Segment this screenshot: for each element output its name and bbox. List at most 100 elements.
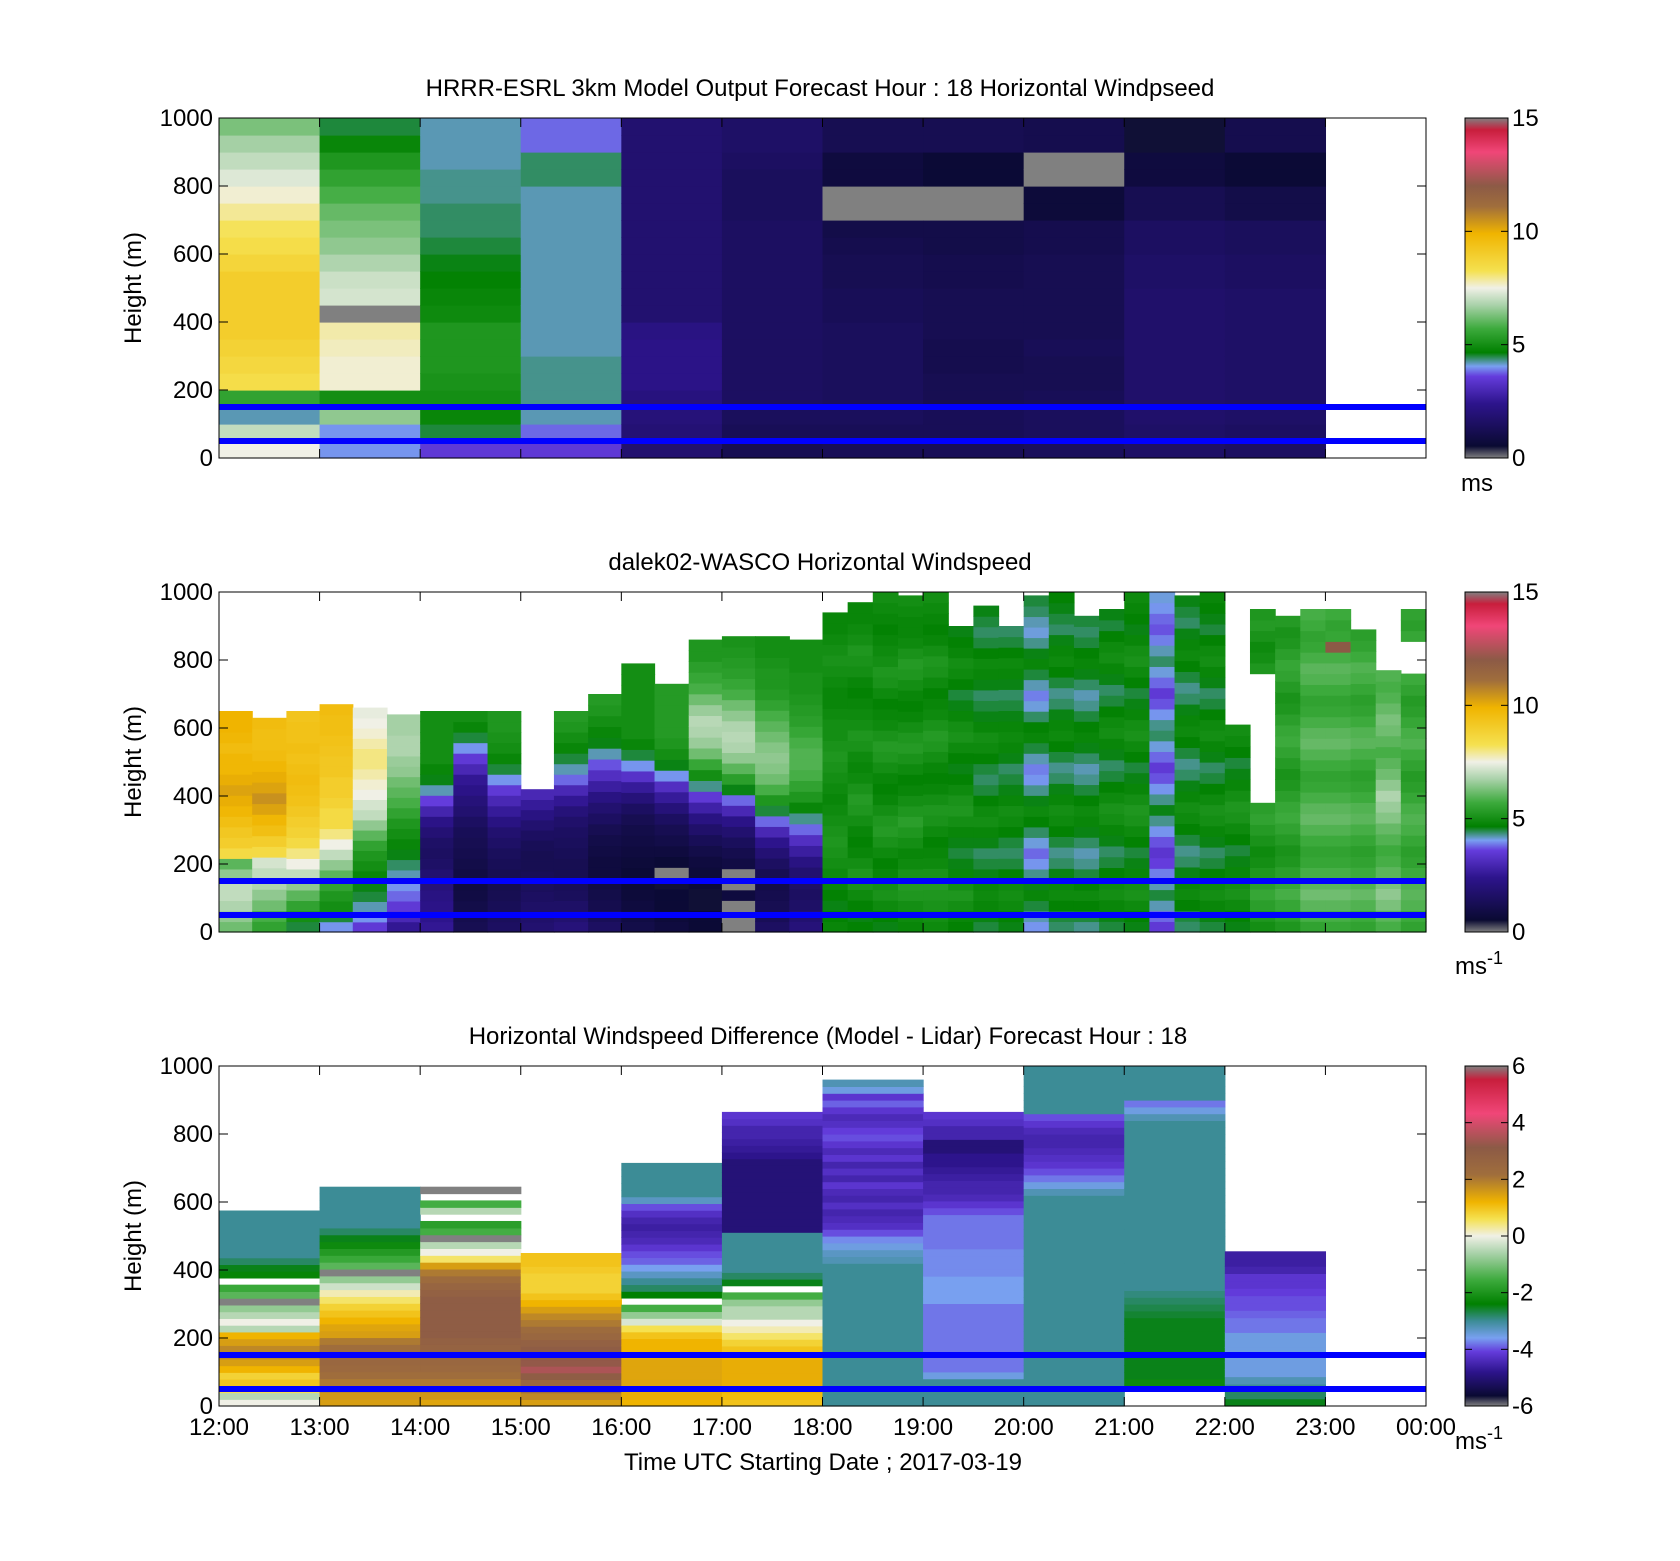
heatmap-cell: [721, 1198, 824, 1207]
heatmap-cell: [721, 1252, 824, 1260]
heatmap-cell: [654, 770, 690, 782]
heatmap-cell: [721, 424, 824, 442]
heatmap-cell: [621, 1358, 723, 1367]
heatmap-cell: [923, 1241, 1025, 1250]
heatmap-cell: [1400, 609, 1427, 621]
heatmap-cell: [520, 220, 622, 238]
heatmap-cell: [822, 1358, 924, 1366]
heatmap-cell: [1400, 673, 1427, 685]
heatmap-cell: [1124, 1086, 1226, 1094]
heatmap-cell: [973, 826, 1000, 838]
heatmap-cell: [923, 1344, 1025, 1352]
heatmap-cell: [688, 639, 723, 652]
heatmap-cell: [1124, 237, 1226, 255]
heatmap-cell: [721, 1232, 824, 1240]
heatmap-cell: [588, 856, 622, 868]
heatmap-cell: [219, 763, 253, 775]
heatmap-cell: [1124, 666, 1150, 678]
colorbar-tick-label: -4: [1512, 1336, 1533, 1363]
heatmap-cell: [420, 1268, 522, 1277]
heatmap-cell: [654, 856, 690, 868]
heatmap-cell: [847, 612, 874, 625]
heatmap-cell: [755, 689, 790, 701]
heatmap-cell: [621, 1291, 723, 1299]
heatmap-cell: [219, 879, 253, 891]
heatmap-cell: [621, 271, 723, 289]
heatmap-cell: [1048, 687, 1075, 699]
heatmap-cell: [621, 1304, 723, 1313]
heatmap-cell: [1199, 762, 1226, 774]
heatmap-cell: [1023, 1365, 1125, 1373]
heatmap-cell: [1073, 889, 1100, 901]
heatmap-cell: [453, 732, 489, 744]
heatmap-cell: [1099, 652, 1125, 664]
heatmap-cell: [923, 602, 949, 614]
heatmap-cell: [319, 1364, 421, 1373]
heatmap-cell: [420, 305, 522, 323]
heatmap-cell: [520, 169, 622, 187]
heatmap-cell: [721, 203, 824, 221]
heatmap-cell: [1073, 773, 1100, 786]
heatmap-cell: [1400, 619, 1427, 632]
heatmap-cell: [1174, 606, 1201, 618]
heatmap-cell: [1224, 203, 1327, 221]
heatmap-cell: [1300, 888, 1327, 901]
heatmap-cell: [219, 1257, 321, 1266]
heatmap-cell: [520, 271, 622, 289]
heatmap-cell: [621, 322, 723, 340]
heatmap-cell: [721, 1152, 824, 1160]
heatmap-cell: [420, 753, 454, 765]
heatmap-cell: [973, 753, 1000, 765]
heatmap-cell: [1124, 1378, 1226, 1387]
heatmap-cell: [1124, 254, 1226, 272]
heatmap-cell: [1174, 682, 1201, 694]
heatmap-cell: [998, 921, 1025, 933]
heatmap-cell: [1149, 857, 1176, 869]
heatmap-cell: [1350, 802, 1377, 814]
heatmap-cell: [1224, 322, 1327, 340]
heatmap-cell: [1375, 713, 1402, 726]
heatmap-cell: [1124, 1229, 1226, 1237]
heatmap-cell: [923, 921, 949, 933]
heatmap-cell: [755, 646, 790, 658]
heatmap-cell: [1249, 824, 1276, 836]
heatmap-cell: [219, 1372, 321, 1380]
heatmap-cell: [1174, 736, 1201, 749]
heatmap-cell: [1174, 888, 1201, 901]
heatmap-cell: [219, 1304, 321, 1313]
heatmap-cell: [998, 657, 1025, 669]
heatmap-cell: [1023, 1290, 1125, 1298]
heatmap-cell: [1199, 698, 1226, 710]
heatmap-cell: [319, 254, 421, 272]
heatmap-cell: [822, 339, 924, 357]
heatmap-cell: [1300, 770, 1327, 782]
x-tick-label: 13:00: [290, 1414, 350, 1441]
heatmap-cell: [721, 237, 824, 255]
heatmap-cell: [789, 899, 824, 911]
heatmap-cell: [721, 1332, 824, 1340]
y-tick-label: 600: [173, 715, 213, 742]
heatmap-cell: [897, 921, 924, 933]
heatmap-cell: [1149, 783, 1176, 795]
heatmap-cell: [1199, 677, 1226, 689]
heatmap-cell: [897, 721, 924, 733]
heatmap-cell: [352, 779, 388, 790]
heatmap-cell: [621, 792, 656, 804]
heatmap-cell: [1400, 835, 1427, 847]
heatmap-cell: [1375, 801, 1402, 813]
heatmap-cell: [948, 710, 974, 722]
heatmap-cell: [386, 890, 421, 902]
heatmap-cell: [1350, 813, 1377, 825]
heatmap-cell: [553, 816, 589, 828]
heatmap-cell: [1199, 592, 1226, 604]
heatmap-cell: [453, 858, 489, 870]
heatmap-cell: [897, 669, 924, 681]
heatmap-cell: [553, 784, 589, 796]
heatmap-cell: [352, 789, 388, 800]
heatmap-cell: [923, 698, 949, 710]
heatmap-cell: [286, 889, 321, 902]
heatmap-cell: [1149, 804, 1176, 816]
heatmap-cell: [973, 668, 1000, 680]
heatmap-cell: [1124, 1072, 1226, 1081]
heatmap-cell: [1124, 1168, 1226, 1176]
